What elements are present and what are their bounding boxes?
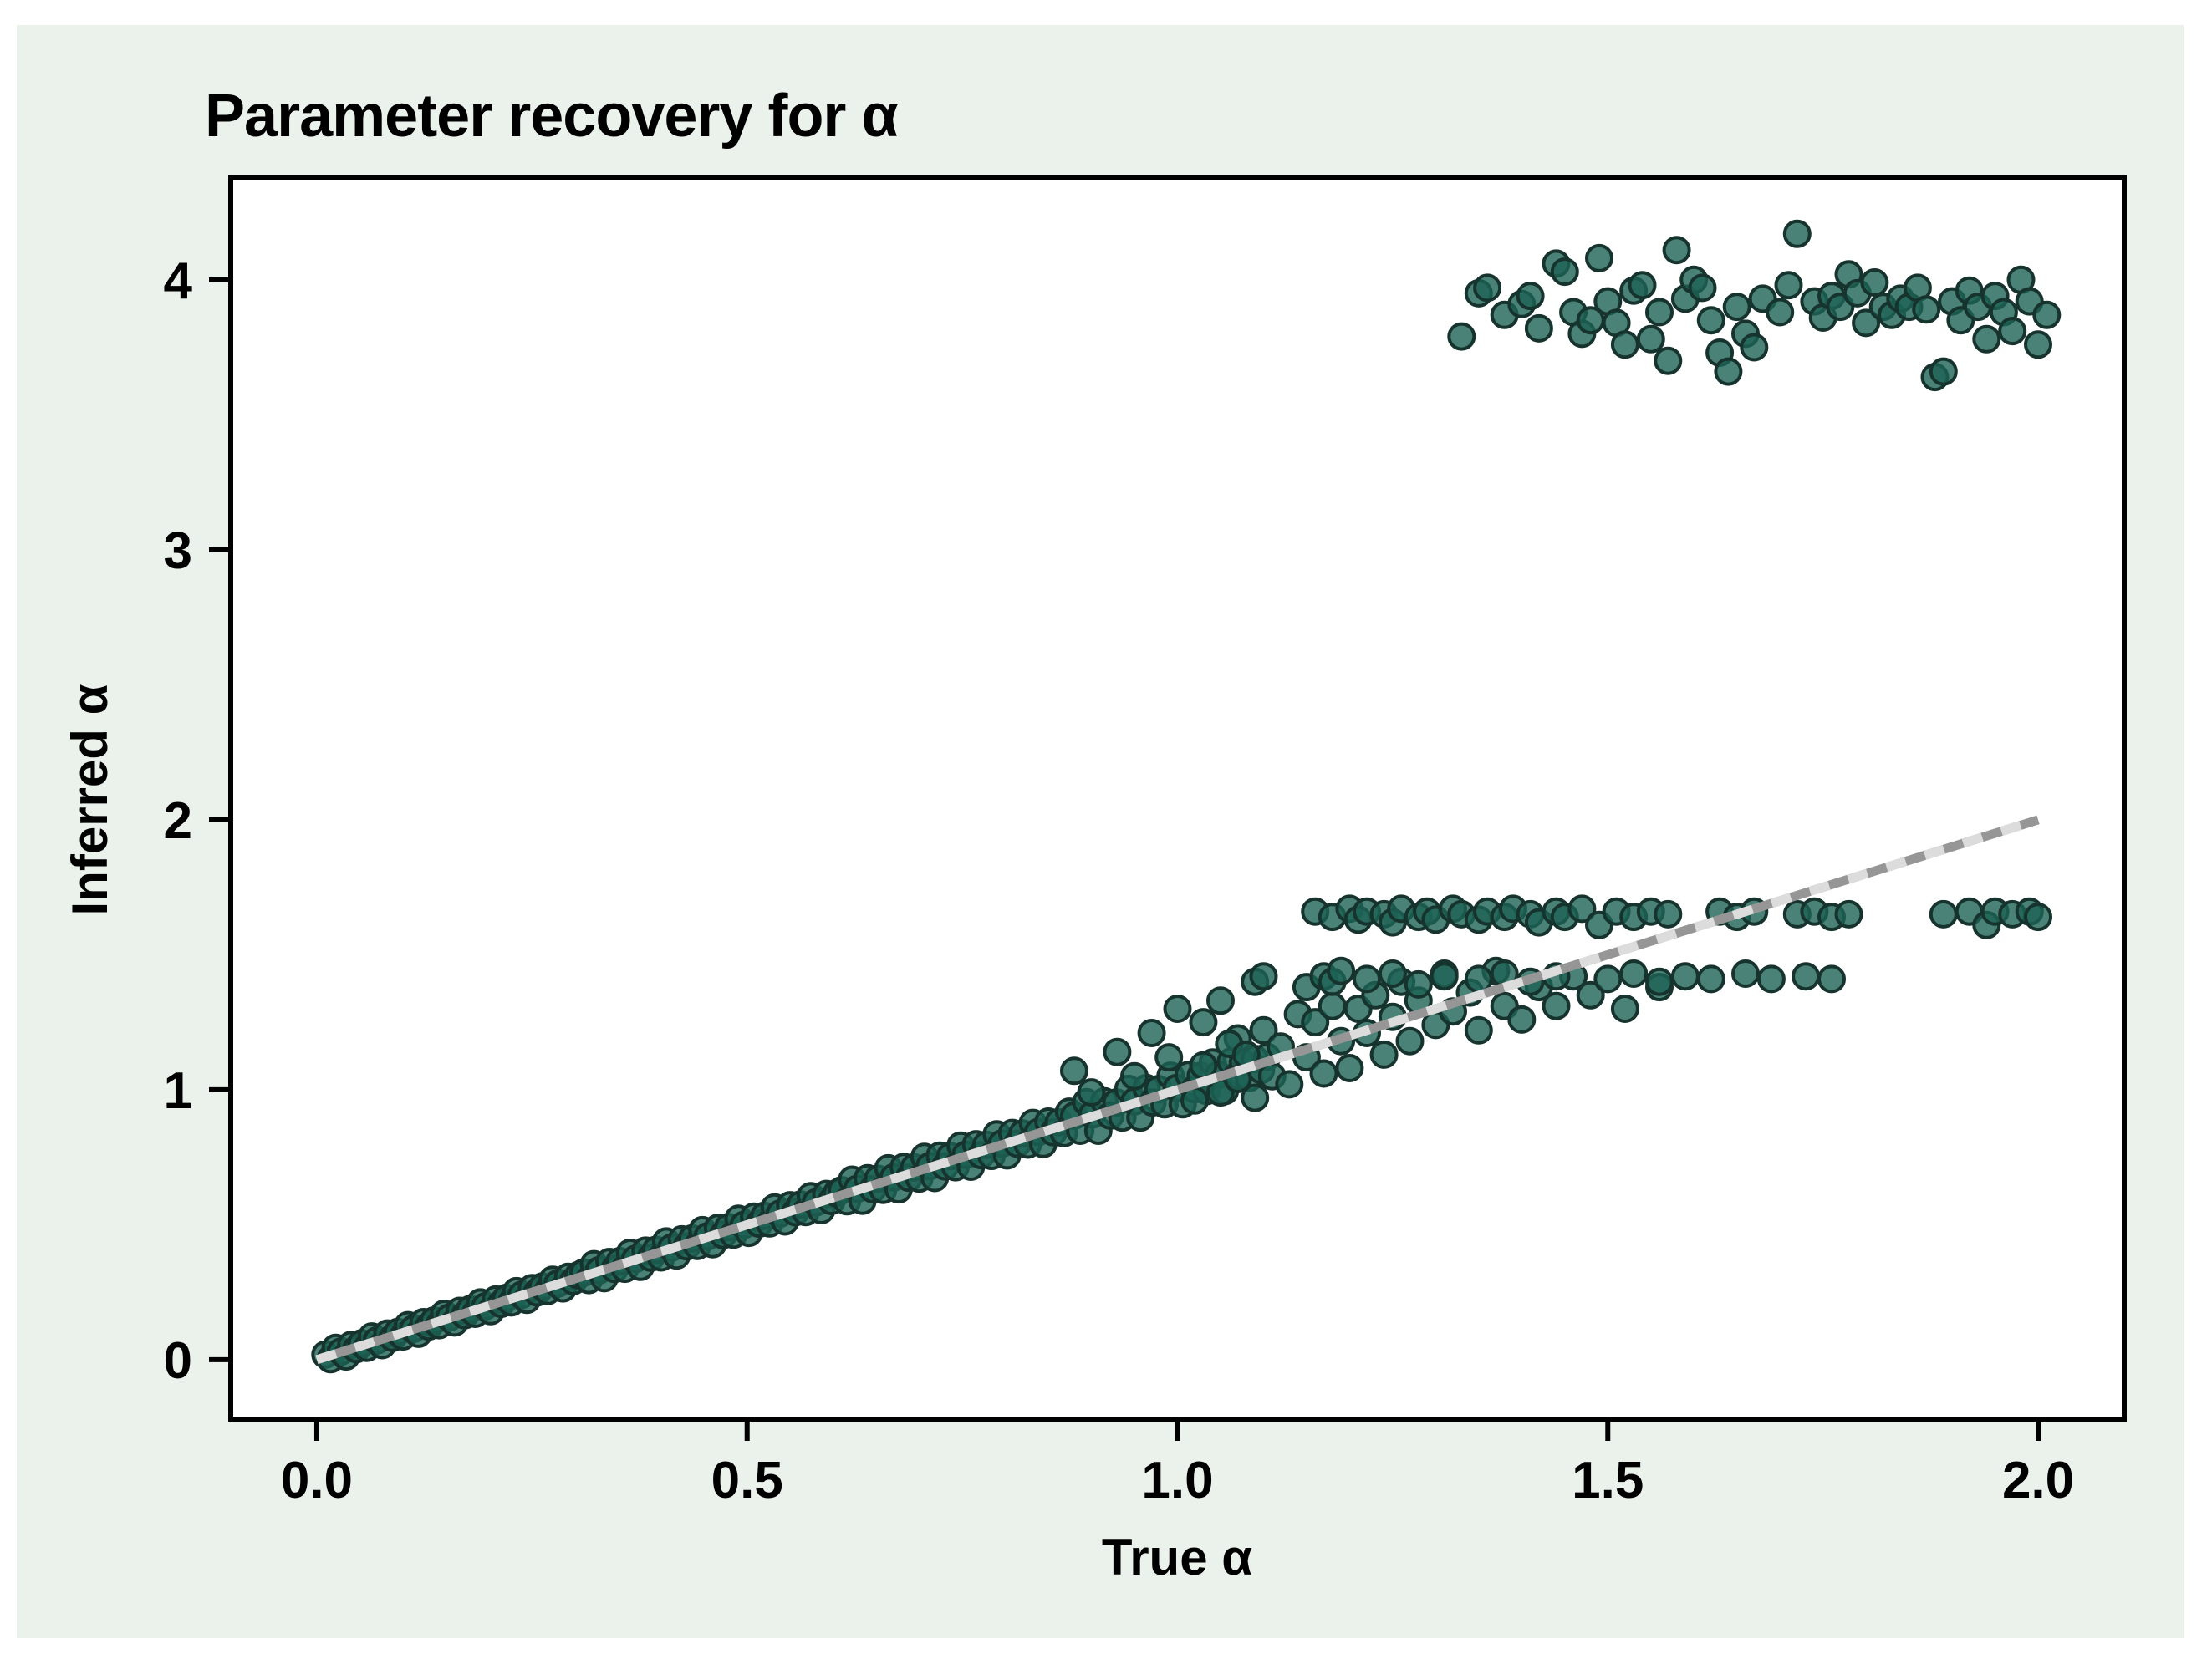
scatter-point: [1249, 962, 1278, 991]
scatter-point: [1852, 308, 1881, 338]
x-tick-label: 1.5: [1572, 1452, 1644, 1509]
scatter-point: [2024, 330, 2052, 359]
scatter-point: [1154, 1043, 1184, 1072]
scatter-point: [1662, 236, 1691, 265]
scatter-point: [1645, 967, 1674, 996]
scatter-point: [1696, 306, 1725, 335]
scatter-point: [1077, 1078, 1106, 1107]
scatter-point: [1060, 1056, 1088, 1086]
scatter-point: [1395, 1026, 1425, 1056]
scatter-point: [1275, 1070, 1304, 1099]
scatter-point: [1318, 991, 1347, 1020]
scatter-point: [1542, 991, 1571, 1020]
x-axis: 0.0 0.5 1.0 1.5 2.0: [281, 1419, 2074, 1509]
scatter-point: [1817, 964, 1846, 994]
scatter-point: [1756, 964, 1786, 994]
x-tick-label: 0.0: [281, 1452, 353, 1509]
y-tick-label: 2: [164, 792, 192, 850]
scatter-point: [2032, 300, 2062, 329]
scatter-point: [1628, 271, 1657, 300]
scatter-point: [1430, 962, 1459, 991]
y-tick-label: 4: [164, 252, 193, 310]
scatter-point: [1766, 298, 1795, 327]
y-tick-label: 3: [164, 522, 192, 580]
scatter-point: [1206, 986, 1235, 1015]
scatter-point: [1550, 257, 1579, 287]
scatter-point: [1378, 959, 1407, 988]
scatter-point: [1353, 964, 1381, 994]
scatter-point: [1189, 1008, 1218, 1037]
y-tick-label: 1: [164, 1062, 192, 1120]
scatter-point: [1585, 243, 1613, 272]
scatter-point: [1688, 273, 1717, 303]
scatter-point: [1860, 268, 1889, 297]
scatter-point: [1972, 324, 2001, 354]
scatter-point: [1998, 317, 2027, 346]
scatter-point: [1576, 980, 1605, 1010]
scatter-point: [1369, 1040, 1399, 1069]
scatter-point: [1404, 969, 1433, 999]
scatter-point: [1163, 995, 1192, 1023]
scatter-point: [1610, 995, 1639, 1023]
scatter-point: [1447, 322, 1476, 351]
x-tick-label: 2.0: [2002, 1452, 2074, 1509]
scatter-point: [1834, 899, 1863, 929]
y-axis-label: Inferred α: [62, 684, 118, 915]
scatter-point: [1782, 219, 1812, 248]
scatter-point: [1740, 333, 1769, 362]
scatter-point: [2024, 903, 2052, 932]
scatter-point: [1137, 1019, 1166, 1047]
scatter-point: [1309, 1059, 1338, 1088]
scatter-point: [1654, 346, 1683, 375]
scatter-point: [1610, 330, 1639, 359]
scatter-point: [1249, 1015, 1278, 1045]
scatter-point: [1636, 324, 1665, 354]
scatter-point: [1567, 894, 1597, 924]
scatter-point: [1516, 282, 1545, 311]
scatter-point: [1524, 313, 1553, 343]
scatter-point: [1473, 273, 1502, 303]
x-axis-label: True α: [1102, 1529, 1252, 1585]
scatter-point: [1507, 1005, 1537, 1034]
scatter-point: [1241, 1083, 1270, 1112]
plot-area: [228, 175, 2127, 1422]
scatter-point: [1327, 956, 1356, 985]
scatter-point: [1929, 357, 1958, 386]
scatter-point: [1696, 964, 1725, 994]
scatter-point: [1774, 271, 1803, 300]
scatter-point: [1792, 962, 1821, 991]
scatter-point: [1301, 1008, 1330, 1037]
scatter-point: [1645, 298, 1674, 327]
scatter-point: [1731, 959, 1760, 988]
scatter-point: [1654, 899, 1683, 929]
scatter-point: [1670, 962, 1700, 991]
y-tick-label: 0: [164, 1332, 192, 1390]
scatter-point: [1464, 1015, 1493, 1045]
scatter-point: [1120, 1061, 1149, 1091]
y-axis: 0 1 2 3 4: [164, 252, 231, 1390]
scatter-point: [1722, 293, 1751, 322]
scatter-point: [1714, 357, 1743, 386]
scatter-point: [1912, 295, 1941, 324]
scatter-point: [1335, 1054, 1364, 1082]
chart-title: Parameter recovery for α: [205, 83, 898, 150]
scatter-point: [1103, 1037, 1132, 1066]
identity-line-dashes: [315, 815, 2040, 1365]
x-tick-label: 0.5: [711, 1452, 783, 1509]
identity-line: [315, 815, 2040, 1365]
scatter-point: [1929, 899, 1958, 929]
scatter-point: [1619, 959, 1649, 988]
scatter-point: [1593, 964, 1623, 994]
x-tick-label: 1.0: [1141, 1452, 1213, 1509]
